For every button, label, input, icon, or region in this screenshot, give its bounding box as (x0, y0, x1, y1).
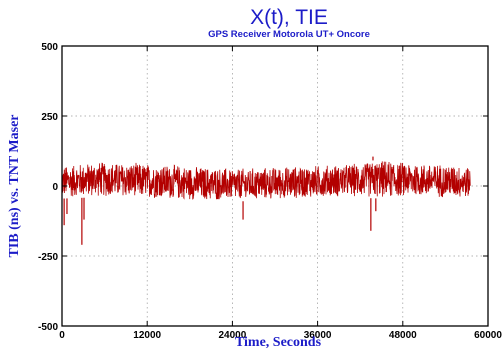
x-tick-label: 12000 (133, 330, 161, 341)
y-tick-label: 500 (41, 42, 58, 53)
axis-ticks (61, 45, 489, 327)
x-tick-label: 0 (59, 330, 65, 341)
chart-subtitle: GPS Receiver Motorola UT+ Oncore (208, 29, 370, 40)
y-tick-label: -500 (38, 322, 58, 333)
x-axis-label: Time, Seconds (235, 335, 322, 350)
y-axis-label: TIB (ns) vs. TNT Maser (7, 114, 22, 257)
tick-labels: 0 12000 24000 36000 48000 60000 500 250 0 -250 -50… (38, 42, 502, 341)
y-tick-label: 0 (52, 182, 58, 193)
data-series (61, 156, 471, 245)
series-trace (61, 161, 471, 200)
x-tick-label: 36000 (304, 330, 332, 341)
x-tick-label: 60000 (474, 330, 502, 341)
chart-title: X(t), TIE (250, 6, 328, 29)
x-tick-label: 48000 (389, 330, 417, 341)
y-tick-label: 250 (41, 112, 58, 123)
x-tick-label: 24000 (218, 330, 246, 341)
y-tick-label: -250 (38, 252, 58, 263)
